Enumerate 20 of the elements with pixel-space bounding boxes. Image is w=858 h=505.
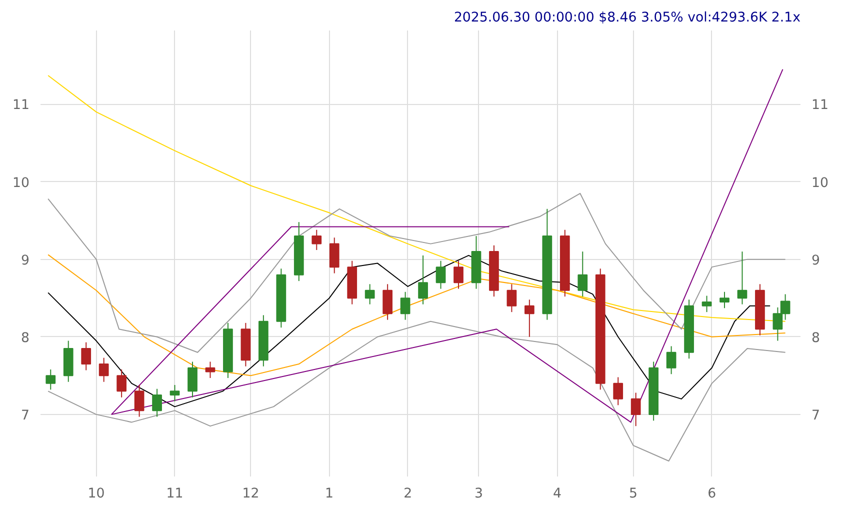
- chart-title: 2025.06.30 00:00:00 $8.46 3.05% vol:4293.6K 2.1x: [454, 10, 801, 26]
- x-tick-label: 2: [404, 486, 412, 502]
- x-tick-label: 1: [325, 486, 334, 502]
- x-tick-label: 3: [474, 486, 484, 502]
- y-tick-label: 7: [21, 408, 30, 424]
- y-tick-label: 9: [21, 253, 30, 268]
- y-tick-label: 11: [12, 98, 30, 114]
- x-tick-label: 10: [88, 486, 105, 502]
- y2-tick-label: 9: [812, 253, 820, 268]
- y-tick-label: 8: [21, 330, 30, 346]
- y2-tick-label: 8: [812, 330, 820, 346]
- x-tick-label: 11: [166, 486, 184, 502]
- x-tick-label: 5: [629, 486, 638, 502]
- x-tick-label: 4: [553, 486, 562, 502]
- y2-tick-label: 7: [812, 408, 820, 424]
- y-tick-label: 10: [12, 176, 30, 191]
- x-tick-label: 12: [242, 486, 260, 502]
- x-tick-label: 6: [708, 486, 716, 502]
- y2-tick-label: 10: [812, 176, 828, 191]
- y2-tick-label: 11: [812, 98, 828, 114]
